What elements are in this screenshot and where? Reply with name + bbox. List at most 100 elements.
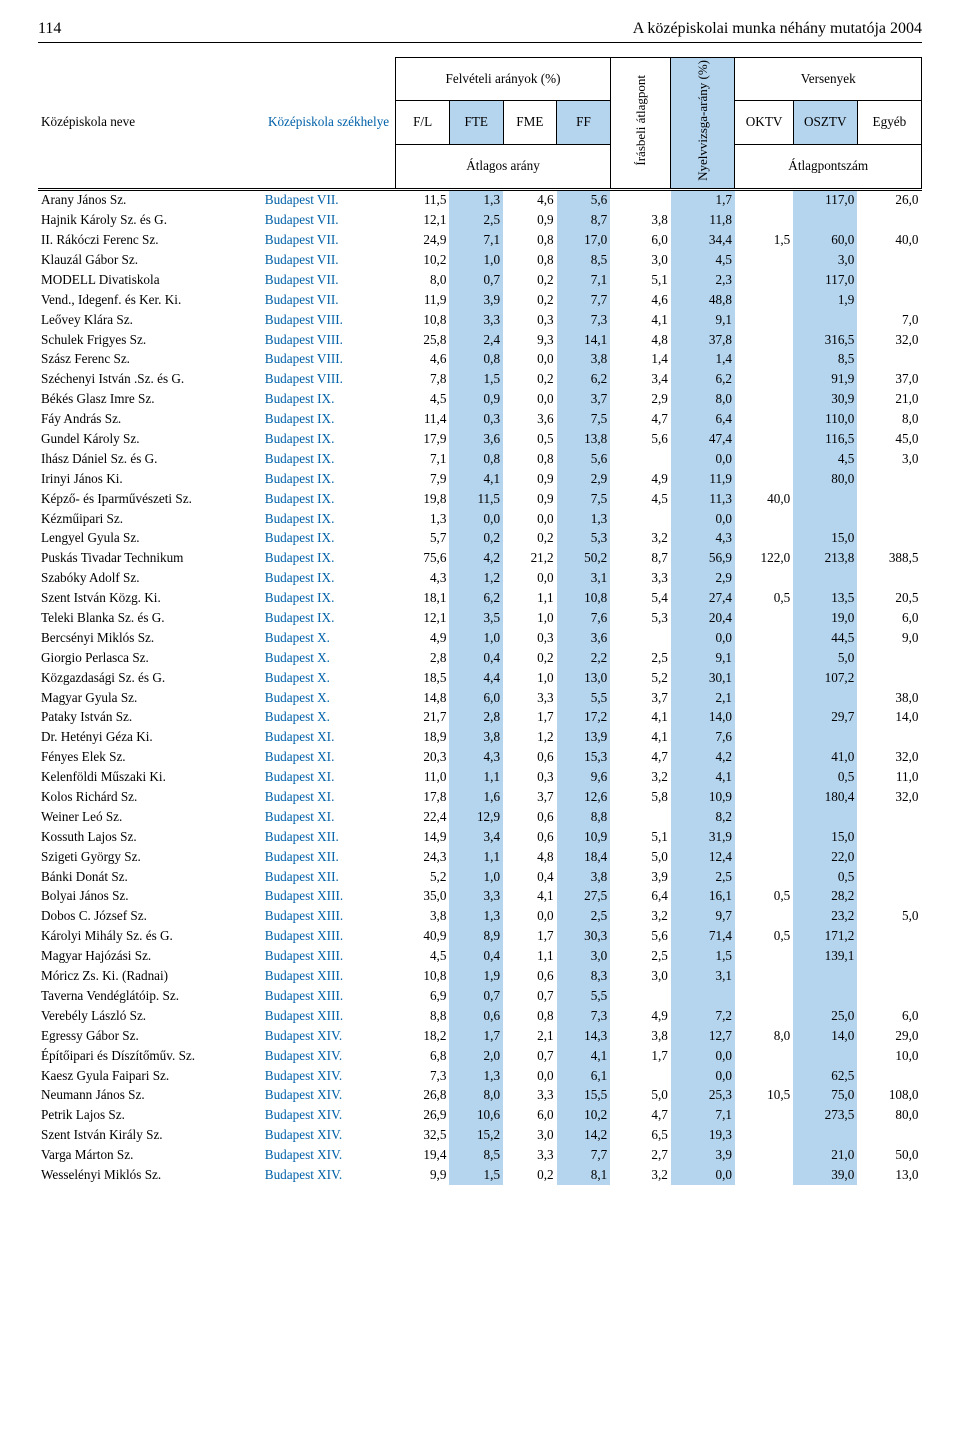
cell-fme: 1,0 — [503, 668, 557, 688]
cell-oktv — [735, 569, 793, 589]
cell-fl: 14,9 — [396, 827, 450, 847]
cell-fte: 0,3 — [449, 410, 503, 430]
cell-oktv — [735, 449, 793, 469]
table-row: Szász Ferenc Sz.Budapest VIII.4,60,80,03… — [38, 350, 922, 370]
cell-nyelv: 14,0 — [671, 708, 735, 728]
table-row: Kolos Richárd Sz.Budapest XI.17,81,63,71… — [38, 788, 922, 808]
cell-osztv: 117,0 — [793, 270, 857, 290]
cell-fte: 0,7 — [449, 986, 503, 1006]
cell-osztv: 44,5 — [793, 628, 857, 648]
cell-fme: 3,7 — [503, 788, 557, 808]
cell-fl: 8,0 — [396, 270, 450, 290]
cell-name: Fáy András Sz. — [38, 410, 262, 430]
cell-fl: 7,8 — [396, 370, 450, 390]
cell-iras — [610, 509, 671, 529]
cell-fte: 0,8 — [449, 350, 503, 370]
cell-fl: 18,2 — [396, 1026, 450, 1046]
cell-loc: Budapest XIV. — [262, 1046, 396, 1066]
cell-iras: 3,0 — [610, 967, 671, 987]
cell-loc: Budapest IX. — [262, 449, 396, 469]
cell-egyeb: 13,0 — [857, 1165, 921, 1185]
cell-iras: 5,6 — [610, 430, 671, 450]
cell-egyeb — [857, 489, 921, 509]
table-row: Gundel Károly Sz.Budapest IX.17,93,60,51… — [38, 430, 922, 450]
table-row: Verebély László Sz.Budapest XIII.8,80,60… — [38, 1006, 922, 1026]
cell-egyeb: 21,0 — [857, 390, 921, 410]
hdr-fte: FTE — [449, 101, 503, 144]
cell-fte: 0,9 — [449, 390, 503, 410]
cell-egyeb — [857, 867, 921, 887]
cell-oktv: 40,0 — [735, 489, 793, 509]
cell-loc: Budapest XIV. — [262, 1106, 396, 1126]
cell-fl: 26,9 — [396, 1106, 450, 1126]
cell-fme: 0,0 — [503, 509, 557, 529]
cell-oktv — [735, 1106, 793, 1126]
cell-fte: 1,3 — [449, 191, 503, 211]
cell-fte: 0,7 — [449, 270, 503, 290]
cell-egyeb: 8,0 — [857, 410, 921, 430]
cell-loc: Budapest IX. — [262, 549, 396, 569]
cell-fte: 3,3 — [449, 310, 503, 330]
cell-nyelv: 7,2 — [671, 1006, 735, 1026]
hdr-fl: F/L — [396, 101, 450, 144]
cell-fme: 21,2 — [503, 549, 557, 569]
cell-oktv — [735, 469, 793, 489]
cell-loc: Budapest XIV. — [262, 1146, 396, 1166]
cell-name: Irinyi János Ki. — [38, 469, 262, 489]
cell-oktv — [735, 648, 793, 668]
cell-ff: 13,0 — [557, 668, 611, 688]
cell-fl: 11,4 — [396, 410, 450, 430]
table-row: Bánki Donát Sz.Budapest XII.5,21,00,43,8… — [38, 867, 922, 887]
cell-fme: 1,1 — [503, 947, 557, 967]
table-row: Petrik Lajos Sz.Budapest XIV.26,910,66,0… — [38, 1106, 922, 1126]
cell-iras: 4,7 — [610, 748, 671, 768]
cell-fl: 10,8 — [396, 310, 450, 330]
cell-name: Képző- és Iparművészeti Sz. — [38, 489, 262, 509]
cell-osztv — [793, 489, 857, 509]
cell-name: Puskás Tivadar Technikum — [38, 549, 262, 569]
cell-oktv — [735, 867, 793, 887]
cell-fl: 17,9 — [396, 430, 450, 450]
cell-ff: 3,0 — [557, 947, 611, 967]
cell-egyeb — [857, 529, 921, 549]
cell-iras — [610, 986, 671, 1006]
table-row: Hajnik Károly Sz. és G.Budapest VII.12,1… — [38, 211, 922, 231]
cell-fme: 0,6 — [503, 807, 557, 827]
cell-name: Taverna Vendéglátóip. Sz. — [38, 986, 262, 1006]
cell-ff: 7,3 — [557, 310, 611, 330]
cell-name: Dr. Hetényi Géza Ki. — [38, 728, 262, 748]
table-row: Leővey Klára Sz.Budapest VIII.10,83,30,3… — [38, 310, 922, 330]
cell-name: Békés Glasz Imre Sz. — [38, 390, 262, 410]
cell-fte: 1,9 — [449, 967, 503, 987]
cell-nyelv: 9,1 — [671, 648, 735, 668]
cell-name: Széchenyi István .Sz. és G. — [38, 370, 262, 390]
cell-egyeb: 50,0 — [857, 1146, 921, 1166]
cell-oktv — [735, 330, 793, 350]
cell-fme: 0,9 — [503, 211, 557, 231]
cell-fl: 11,9 — [396, 290, 450, 310]
cell-fme: 3,3 — [503, 1146, 557, 1166]
cell-osztv: 62,5 — [793, 1066, 857, 1086]
cell-egyeb: 9,0 — [857, 628, 921, 648]
cell-osztv: 21,0 — [793, 1146, 857, 1166]
cell-loc: Budapest X. — [262, 708, 396, 728]
cell-egyeb — [857, 1066, 921, 1086]
cell-fl: 12,1 — [396, 211, 450, 231]
cell-nyelv: 19,3 — [671, 1126, 735, 1146]
cell-egyeb — [857, 469, 921, 489]
cell-fte: 3,9 — [449, 290, 503, 310]
cell-fl: 1,3 — [396, 509, 450, 529]
cell-ff: 14,1 — [557, 330, 611, 350]
cell-loc: Budapest XI. — [262, 807, 396, 827]
cell-nyelv: 2,9 — [671, 569, 735, 589]
cell-ff: 8,3 — [557, 967, 611, 987]
cell-name: Klauzál Gábor Sz. — [38, 250, 262, 270]
cell-osztv: 3,0 — [793, 250, 857, 270]
cell-nyelv: 8,2 — [671, 807, 735, 827]
cell-loc: Budapest VII. — [262, 191, 396, 211]
cell-fl: 12,1 — [396, 609, 450, 629]
cell-osztv: 25,0 — [793, 1006, 857, 1026]
cell-fl: 18,5 — [396, 668, 450, 688]
cell-nyelv: 6,2 — [671, 370, 735, 390]
cell-oktv — [735, 748, 793, 768]
